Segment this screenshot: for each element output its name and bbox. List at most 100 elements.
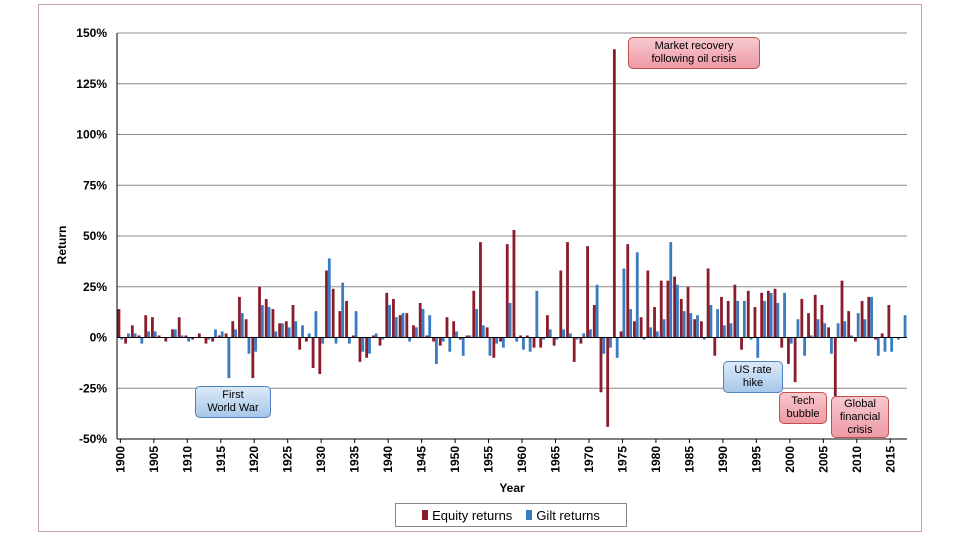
- gilt-bar: [455, 331, 458, 338]
- gilt-bar: [321, 337, 325, 344]
- x-tick-label: 1990: [716, 446, 730, 473]
- equity-bar: [800, 298, 804, 338]
- equity-bar: [559, 270, 563, 338]
- gilt-bar: [903, 315, 907, 338]
- legend-swatch-gilt: [526, 510, 533, 520]
- equity-bar: [144, 315, 148, 338]
- y-tick-label: 100%: [76, 128, 107, 142]
- equity-bar: [264, 298, 268, 338]
- gilt-bar: [749, 337, 753, 340]
- gilt-bar: [830, 337, 833, 354]
- gilt-bar: [816, 319, 820, 338]
- equity-bar: [438, 337, 442, 346]
- gilt-bar: [381, 337, 385, 340]
- equity-bar: [311, 337, 315, 368]
- gilt-bar: [562, 329, 566, 338]
- equity-bar: [599, 337, 603, 393]
- gilt-bar: [843, 321, 847, 338]
- equity-bar: [412, 325, 415, 338]
- gilt-bar: [629, 309, 632, 338]
- x-tick-label: 1925: [281, 446, 295, 473]
- gilt-bar: [702, 337, 706, 340]
- x-tick-label: 1910: [180, 446, 194, 473]
- equity-bar: [780, 337, 784, 348]
- gilt-bar: [568, 333, 572, 338]
- equity-bar: [853, 337, 857, 342]
- gilt-bar: [622, 268, 626, 338]
- gilt-bar: [528, 337, 532, 352]
- gilt-bar: [401, 313, 405, 338]
- equity-bar: [164, 337, 168, 342]
- equity-bar: [686, 286, 690, 338]
- equity-bar: [238, 296, 241, 338]
- gilt-bar: [548, 329, 552, 338]
- x-tick-label: 1985: [682, 446, 696, 473]
- equity-bar: [452, 321, 456, 338]
- gilt-bar: [542, 337, 545, 340]
- equity-bar: [117, 309, 121, 338]
- gilt-bar: [769, 292, 773, 338]
- equity-bar: [874, 337, 877, 340]
- gilt-bar: [682, 311, 686, 338]
- x-tick-label: 1920: [247, 446, 261, 473]
- gilt-bar: [267, 307, 271, 338]
- gilt-bar: [133, 333, 137, 338]
- gilt-bar: [763, 300, 766, 338]
- x-tick-label: 1965: [549, 446, 563, 473]
- gilt-bar: [187, 337, 191, 342]
- legend-item-gilt: Gilt returns: [526, 508, 600, 523]
- gilt-bar: [508, 302, 512, 338]
- equity-bar: [204, 337, 208, 344]
- gilt-bar: [435, 337, 438, 364]
- equity-bar: [626, 244, 630, 338]
- equity-bar: [304, 337, 308, 342]
- equity-bar: [532, 337, 536, 348]
- y-tick-label: -50%: [79, 432, 107, 446]
- gilt-bar: [582, 333, 586, 338]
- equity-bar: [525, 335, 529, 338]
- equity-bar: [425, 335, 429, 338]
- gilt-bar: [368, 337, 371, 354]
- gilt-bar: [247, 337, 251, 354]
- equity-bar: [338, 311, 342, 338]
- gilt-bar: [240, 313, 244, 338]
- y-axis-title: Return: [55, 226, 69, 265]
- equity-bar: [592, 305, 596, 338]
- equity-bar: [445, 317, 449, 338]
- equity-bar: [867, 296, 871, 338]
- gilt-bar: [488, 337, 492, 356]
- gilt-bar: [883, 337, 887, 352]
- gilt-bar: [274, 331, 278, 338]
- equity-bar: [713, 337, 717, 356]
- equity-bar: [706, 268, 710, 338]
- equity-bar: [351, 335, 355, 338]
- gilt-bar: [287, 327, 291, 338]
- x-tick-label: 2005: [816, 446, 830, 473]
- gilt-bar: [207, 337, 211, 340]
- gilt-bar: [649, 327, 653, 338]
- equity-bar: [291, 305, 295, 338]
- x-tick-label: 1915: [214, 446, 228, 473]
- gilt-bar: [414, 327, 418, 338]
- gilt-bar: [870, 296, 873, 338]
- equity-bar: [385, 292, 389, 338]
- gilt-bar: [783, 292, 786, 338]
- gilt-bar: [602, 337, 606, 354]
- annotation-us-rate-hike: US rate hike: [723, 361, 783, 393]
- equity-bar: [740, 337, 743, 350]
- gilt-bar: [696, 315, 699, 338]
- gilt-bar: [441, 337, 445, 342]
- gilt-bar: [127, 333, 130, 338]
- x-tick-label: 2000: [783, 446, 797, 473]
- equity-bar: [284, 321, 288, 338]
- gilt-bar: [676, 284, 679, 338]
- equity-bar: [612, 49, 616, 338]
- equity-bar: [880, 333, 884, 338]
- equity-bar: [378, 337, 382, 346]
- equity-bar: [432, 337, 436, 342]
- legend-label-equity: Equity returns: [432, 507, 513, 523]
- equity-bar: [659, 280, 663, 338]
- gilt-bar: [896, 337, 900, 340]
- equity-bar: [512, 229, 516, 338]
